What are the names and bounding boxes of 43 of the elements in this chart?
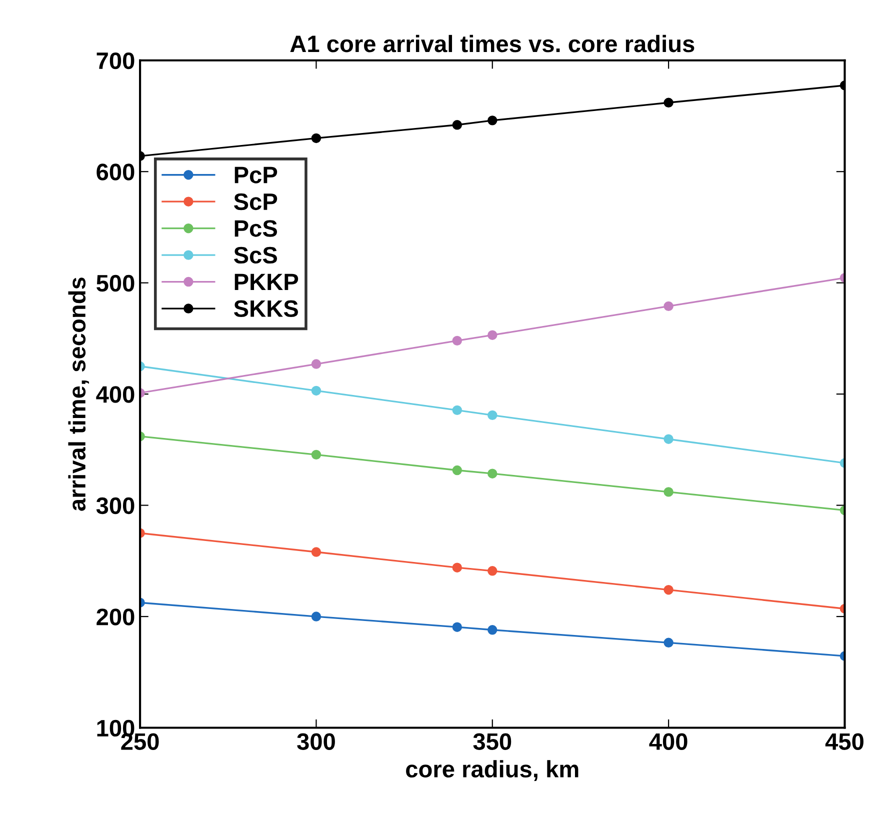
point <box>664 98 674 108</box>
chart-title: A1 core arrival times vs. core radius <box>290 34 694 52</box>
point <box>452 120 462 130</box>
y-tick-label: 200 <box>96 608 134 626</box>
point <box>664 584 674 595</box>
y-tick-label: 500 <box>96 274 134 292</box>
y-tick-label: 700 <box>96 52 134 70</box>
point <box>488 330 498 340</box>
point <box>311 133 322 144</box>
y-axis-title: arrival time, seconds <box>68 278 89 511</box>
y-tick-label: 300 <box>96 497 134 514</box>
point <box>664 638 674 648</box>
legend-label: ScS <box>234 246 277 264</box>
point <box>311 386 322 396</box>
point <box>311 450 322 460</box>
point <box>488 116 498 126</box>
point <box>452 405 462 416</box>
point <box>452 562 462 572</box>
x-axis-title: core radius, km <box>406 760 578 781</box>
legend-label: ScP <box>234 193 278 210</box>
point <box>488 566 498 576</box>
point <box>311 547 322 557</box>
legend-label: PcS <box>234 220 277 237</box>
x-tick-label: 350 <box>473 733 512 750</box>
point <box>452 465 462 476</box>
point <box>452 622 462 632</box>
x-tick-label: 400 <box>649 733 688 750</box>
legend-label: PcP <box>234 166 278 184</box>
point <box>664 487 674 497</box>
point <box>311 612 322 622</box>
y-tick-label: 400 <box>96 386 134 403</box>
x-tick-label: 300 <box>297 733 335 750</box>
legend-label: SKKS <box>234 300 298 318</box>
point <box>488 410 498 420</box>
point <box>664 301 674 312</box>
point <box>488 468 498 478</box>
point <box>488 625 498 635</box>
point <box>311 359 322 369</box>
y-tick-label: 600 <box>96 164 134 180</box>
point <box>664 434 674 444</box>
point <box>452 336 462 346</box>
x-tick-label: 450 <box>825 733 864 750</box>
legend-label: PKKP <box>234 274 298 290</box>
